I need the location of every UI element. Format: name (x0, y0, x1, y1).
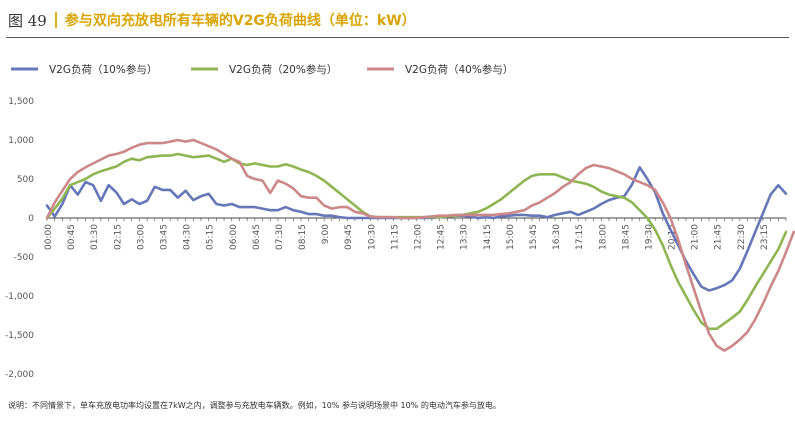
legend-label-2: V2G负荷（20%参与） (229, 63, 337, 76)
x-tick-label: 10:30 (367, 224, 377, 250)
y-axis: -2,000 -1,500 -1,000 -500 0 500 1,000 1,500 (5, 97, 34, 380)
y-tick-label: 1,000 (8, 136, 34, 146)
x-tick-label: 01:30 (90, 224, 100, 250)
x-tick-label: 19:30 (644, 224, 654, 250)
x-tick-label: 07:30 (275, 224, 285, 250)
x-tick-label: 21:45 (714, 224, 724, 250)
x-tick-label: 18:00 (598, 224, 608, 250)
chart-legend: V2G负荷（10%参与） V2G负荷（20%参与） V2G负荷（40%参与） (11, 63, 513, 76)
x-tick-label: 20:15 (668, 224, 678, 250)
x-tick-label: 06:00 (229, 224, 239, 250)
x-tick-label: 00:00 (44, 224, 54, 250)
legend-label-1: V2G负荷（10%参与） (49, 63, 157, 76)
series-line-3 (45, 138, 795, 352)
x-tick-label: 21:00 (691, 224, 701, 250)
x-tick-label: 08:15 (298, 224, 308, 250)
chart-footnote: 说明：不同情景下，单车充放电功率均设置在7kW之内，调整参与充放电车辆数。例如，… (8, 401, 501, 410)
x-tick-label: 06:45 (252, 224, 262, 250)
x-tick-label: 00:45 (67, 224, 77, 250)
figure-label: 图 49 (8, 11, 47, 30)
x-tick-label: 23:15 (760, 224, 770, 250)
y-tick-label: 1,500 (8, 97, 34, 107)
header-separator (54, 12, 57, 28)
legend-label-3: V2G负荷（40%参与） (405, 63, 513, 76)
line-chart: V2G负荷（10%参与） V2G负荷（20%参与） V2G负荷（40%参与） -2,… (5, 63, 795, 380)
x-axis: 00:00 00:45 01:30 02:15 03:00 03:45 04:30 05:15… (44, 217, 787, 250)
x-tick-label: 13:30 (460, 224, 470, 250)
y-tick-label: -2,000 (5, 370, 34, 380)
x-tick-label: 09:45 (344, 224, 354, 250)
y-tick-label: -1,500 (5, 331, 34, 341)
x-tick-label: 16:30 (552, 224, 562, 250)
chart-title: 参与双向充放电所有车辆的V2G负荷曲线（单位：kW） (64, 13, 416, 29)
x-tick-label: 03:45 (159, 224, 169, 250)
y-tick-label: 500 (17, 175, 34, 185)
figure-header: 图 49 参与双向充放电所有车辆的V2G负荷曲线（单位：kW） (8, 9, 416, 31)
header-divider (6, 37, 789, 38)
x-tick-label: 9:00 (321, 224, 331, 244)
x-tick-label: 14:15 (483, 224, 493, 250)
x-tick-label: 18:45 (621, 224, 631, 250)
y-tick-label: 0 (28, 214, 34, 224)
x-tick-label: 15:45 (529, 224, 539, 250)
x-tick-label: 05:15 (206, 224, 216, 250)
x-tick-label: 02:15 (113, 224, 123, 250)
x-tick-label: 03:00 (136, 224, 146, 250)
x-tick-label: 22:30 (737, 224, 747, 250)
x-tick-label: 04:30 (183, 224, 193, 250)
x-tick-label: 11:15 (390, 224, 400, 250)
y-tick-label: -1,000 (5, 292, 34, 302)
x-tick-label: 17:15 (575, 224, 585, 250)
y-tick-label: -500 (14, 253, 35, 263)
plot-area (45, 138, 795, 352)
x-tick-label: 12:00 (414, 224, 424, 250)
x-tick-label: 15:00 (506, 224, 516, 250)
x-tick-label: 12:45 (437, 224, 447, 250)
